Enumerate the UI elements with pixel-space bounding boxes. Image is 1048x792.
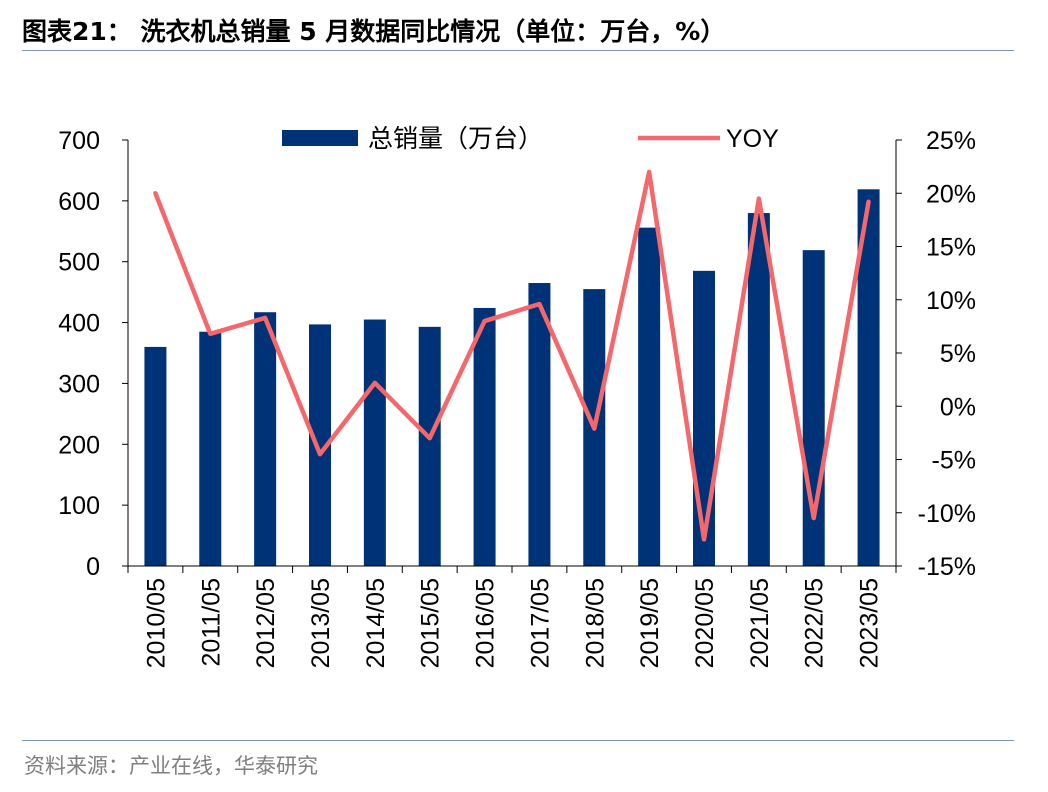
right-axis-tick-label: 5% bbox=[940, 340, 976, 368]
right-axis-tick-label: -10% bbox=[918, 500, 976, 528]
right-axis-tick-label: 15% bbox=[926, 234, 976, 262]
x-axis-tick-label: 2010/05 bbox=[142, 578, 170, 668]
bar-2021/05 bbox=[747, 213, 770, 566]
x-axis-tick-label: 2011/05 bbox=[197, 578, 225, 667]
legend-swatch-bar bbox=[282, 130, 358, 146]
left-axis-tick-label: 200 bbox=[58, 431, 100, 459]
left-axis-tick-label: 500 bbox=[58, 249, 100, 277]
right-axis-tick-label: -15% bbox=[918, 553, 976, 581]
bar-2019/05 bbox=[638, 227, 661, 567]
x-axis-tick-label: 2012/05 bbox=[252, 578, 280, 668]
x-axis-tick-label: 2022/05 bbox=[801, 578, 829, 668]
combo-chart: 0 100 200 300 400 500 600 700 -15% -10% -5% 0% 5% 10%… bbox=[58, 124, 976, 668]
right-axis-tick-label: 10% bbox=[926, 287, 976, 315]
x-axis-tick-label: 2013/05 bbox=[307, 578, 335, 668]
x-axis-tick-label: 2014/05 bbox=[362, 578, 390, 668]
x-axis-tick-label: 2019/05 bbox=[636, 578, 664, 668]
right-axis-tick-label: 20% bbox=[926, 180, 976, 208]
x-axis-tick-label: 2016/05 bbox=[472, 578, 500, 668]
right-axis-tick-label: 0% bbox=[940, 393, 976, 421]
x-axis-tick-label: 2023/05 bbox=[856, 578, 884, 668]
bar-2011/05 bbox=[199, 331, 222, 566]
bar-2017/05 bbox=[528, 283, 551, 566]
x-axis-tick-label: 2017/05 bbox=[526, 578, 554, 668]
left-axis-tick-label: 300 bbox=[58, 370, 100, 398]
bar-2016/05 bbox=[473, 307, 496, 566]
left-axis-tick-label: 0 bbox=[86, 553, 100, 581]
bar-2010/05 bbox=[144, 346, 167, 566]
x-axis-tick-label: 2020/05 bbox=[691, 578, 719, 668]
bar-2012/05 bbox=[254, 312, 277, 566]
left-axis-tick-label: 400 bbox=[58, 310, 100, 338]
bar-2013/05 bbox=[309, 324, 331, 566]
left-axis-tick-label: 600 bbox=[58, 188, 100, 216]
source-note: 资料来源：产业在线，华泰研究 bbox=[24, 754, 318, 778]
x-axis-tick-label: 2021/05 bbox=[746, 578, 774, 668]
yoy-line bbox=[153, 169, 871, 542]
bar-2014/05 bbox=[363, 319, 386, 566]
bar-2023/05 bbox=[857, 189, 880, 566]
bar-2015/05 bbox=[418, 326, 441, 566]
legend-label-bar: 总销量（万台） bbox=[368, 124, 543, 153]
legend-label-line: YOY bbox=[726, 125, 779, 153]
title-divider bbox=[22, 50, 1014, 51]
x-axis-tick-label: 2015/05 bbox=[417, 578, 445, 668]
source-divider bbox=[22, 740, 1014, 741]
right-axis-tick-label: -5% bbox=[932, 447, 976, 475]
x-axis-tick-label: 2018/05 bbox=[581, 578, 609, 668]
left-axis-tick-label: 100 bbox=[58, 492, 100, 520]
bar-2020/05 bbox=[693, 270, 715, 566]
left-axis-tick-label: 700 bbox=[58, 127, 100, 155]
right-axis-tick-label: 25% bbox=[926, 127, 976, 155]
chart-title: 图表21： 洗衣机总销量 5 月数据同比情况（单位：万台，%） bbox=[22, 17, 726, 46]
